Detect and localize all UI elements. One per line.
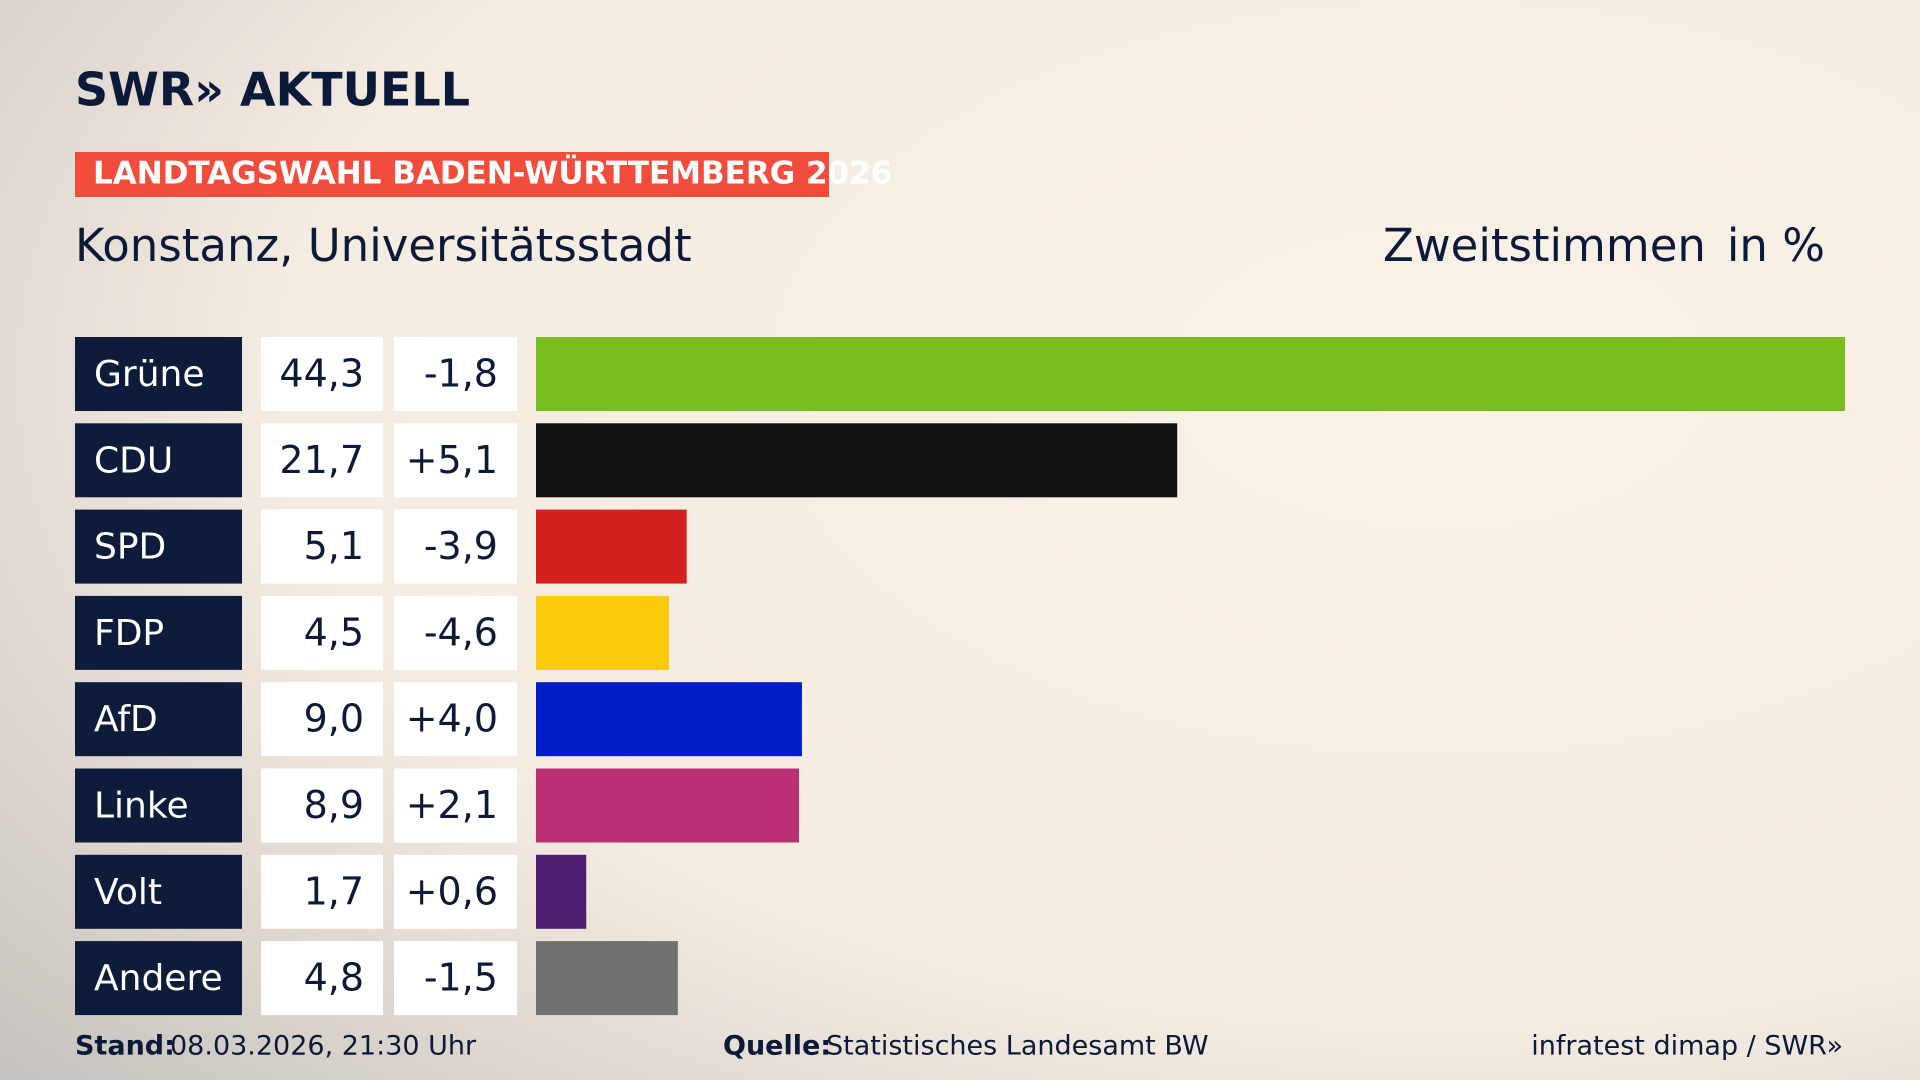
category-label: Andere (94, 958, 223, 999)
value-cell (261, 682, 383, 757)
bar (536, 509, 687, 584)
label-box (75, 768, 242, 843)
label-box (75, 682, 242, 757)
bar (536, 337, 1845, 411)
change-label: -1,5 (424, 956, 498, 1000)
value-cell (261, 768, 383, 843)
change-cell (394, 682, 517, 757)
change-cell (394, 941, 517, 1016)
value-label: 9,0 (304, 697, 364, 741)
label-box (75, 509, 242, 584)
label-box (75, 941, 242, 1016)
bar (536, 595, 669, 670)
change-label: +4,0 (406, 697, 498, 741)
chart-title: LANDTAGSWAHL BADEN-WÜRTTEMBERG 2026 (93, 155, 892, 192)
source: Statistisches Landesamt BW (826, 1031, 1209, 1062)
value-label: 4,5 (304, 610, 364, 654)
value-cell (261, 337, 383, 411)
change-cell (394, 768, 517, 843)
bar (536, 941, 678, 1016)
source-label: Quelle: (723, 1031, 831, 1062)
value-label: 44,3 (279, 352, 364, 396)
value-cell (261, 423, 383, 498)
value-label: 8,9 (304, 783, 364, 827)
change-label: -3,9 (424, 524, 498, 568)
subtitle: Konstanz, Universitätsstadt (75, 219, 692, 272)
change-label: -4,6 (424, 610, 498, 654)
change-label: +2,1 (406, 783, 498, 827)
change-cell (394, 854, 517, 929)
change-cell (394, 337, 517, 411)
bar (536, 423, 1178, 498)
category-label: AfD (94, 699, 158, 740)
value-label: 1,7 (304, 869, 364, 913)
category-label: FDP (94, 613, 164, 654)
category-label: Linke (94, 786, 189, 827)
change-cell (394, 423, 517, 498)
stand: 08.03.2026, 21:30 Uhr (170, 1031, 477, 1062)
credit: infratest dimap / SWR» (1531, 1031, 1843, 1062)
label-box (75, 423, 242, 498)
label-box (75, 337, 242, 411)
category-label: Volt (94, 872, 162, 913)
change-label: -1,8 (424, 352, 498, 396)
stand-label: Stand: (75, 1031, 175, 1062)
value-cell (261, 941, 383, 1016)
bar (536, 854, 587, 929)
value-cell (261, 509, 383, 584)
label-box (75, 595, 242, 670)
change-cell (394, 595, 517, 670)
category-label: CDU (94, 440, 173, 481)
value-cell (261, 854, 383, 929)
category-label: Grüne (94, 354, 204, 395)
value-label: 21,7 (279, 438, 364, 482)
bar (536, 682, 802, 757)
change-label: +5,1 (406, 438, 498, 482)
value-label: 4,8 (304, 956, 364, 1000)
logo: SWR» AKTUELL (75, 63, 470, 117)
value-label: 5,1 (304, 524, 364, 568)
category-label: SPD (94, 527, 166, 568)
bar (536, 768, 799, 843)
label-box (75, 854, 242, 929)
change-cell (394, 509, 517, 584)
change-label: +0,6 (406, 869, 498, 913)
title-banner (75, 152, 829, 197)
unit: in % (1727, 219, 1825, 272)
value-cell (261, 595, 383, 670)
measure: Zweitstimmen (1383, 219, 1706, 272)
